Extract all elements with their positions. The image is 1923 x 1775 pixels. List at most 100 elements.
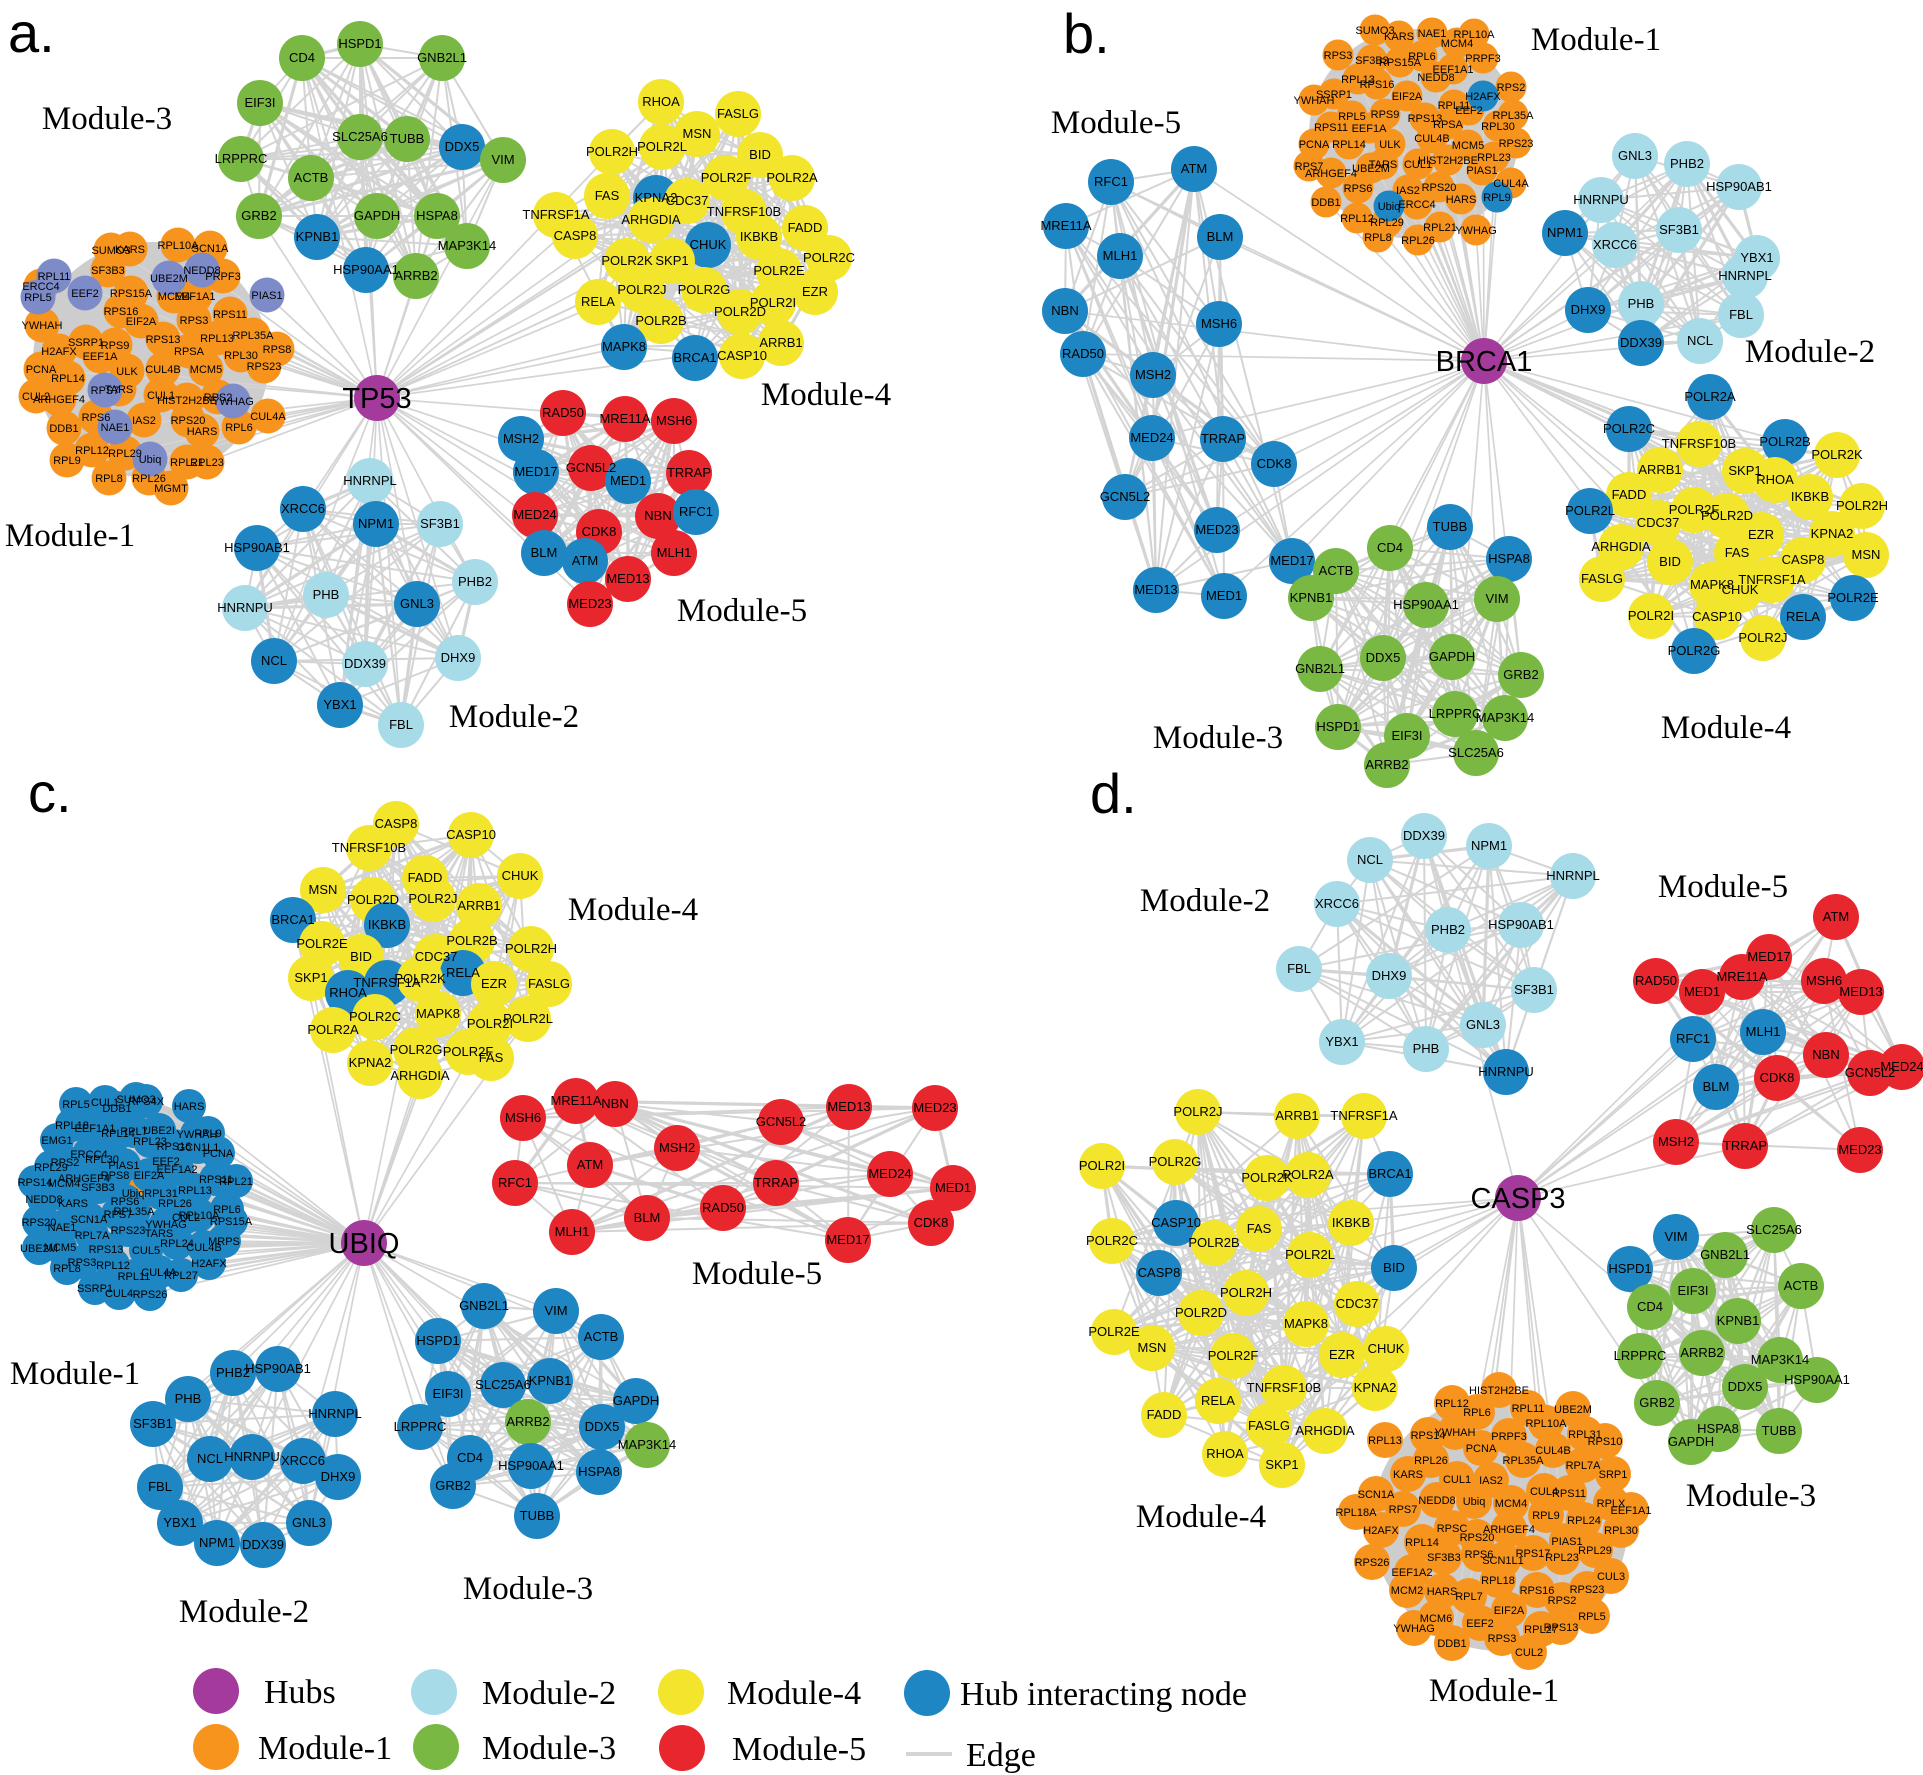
svg-text:TRRAP: TRRAP xyxy=(1723,1138,1767,1153)
svg-text:MSH2: MSH2 xyxy=(659,1140,695,1155)
svg-text:POLR2F: POLR2F xyxy=(1669,502,1720,517)
svg-text:SCN1L1: SCN1L1 xyxy=(1482,1555,1524,1567)
svg-text:MED17: MED17 xyxy=(1270,553,1313,568)
svg-text:TUBB: TUBB xyxy=(1433,519,1468,534)
svg-text:CUL1: CUL1 xyxy=(91,1097,119,1109)
svg-text:CHUK: CHUK xyxy=(502,868,539,883)
svg-text:POLR2D: POLR2D xyxy=(1175,1305,1227,1320)
svg-text:GNL3: GNL3 xyxy=(1466,1017,1500,1032)
svg-text:RPL18A: RPL18A xyxy=(1336,1507,1378,1519)
svg-text:RPL14: RPL14 xyxy=(101,1128,135,1140)
svg-text:GAPDH: GAPDH xyxy=(1429,649,1475,664)
svg-text:PIAS1: PIAS1 xyxy=(1466,165,1497,177)
svg-text:FBL: FBL xyxy=(148,1479,172,1494)
svg-text:RPL26: RPL26 xyxy=(1401,235,1435,247)
svg-text:ARRB2: ARRB2 xyxy=(1680,1345,1723,1360)
svg-text:RPS2: RPS2 xyxy=(204,392,233,404)
svg-text:NCL: NCL xyxy=(1357,852,1383,867)
svg-text:RPS14: RPS14 xyxy=(1411,1430,1446,1442)
svg-text:SLC25A6: SLC25A6 xyxy=(1746,1222,1802,1237)
svg-text:CHUK: CHUK xyxy=(1722,582,1759,597)
svg-text:HARS: HARS xyxy=(174,1101,205,1113)
svg-text:RPL23: RPL23 xyxy=(133,1136,167,1148)
svg-text:DDX39: DDX39 xyxy=(344,656,386,671)
svg-text:TARS: TARS xyxy=(145,1228,174,1240)
svg-text:CASP8: CASP8 xyxy=(554,228,597,243)
svg-text:YBX1: YBX1 xyxy=(1325,1034,1358,1049)
svg-text:TNFRSF10B: TNFRSF10B xyxy=(1247,1380,1321,1395)
svg-text:MRPS: MRPS xyxy=(208,1236,240,1248)
svg-text:HNRNPU: HNRNPU xyxy=(1478,1064,1534,1079)
svg-text:POLR2C: POLR2C xyxy=(1086,1233,1138,1248)
svg-text:MCM4: MCM4 xyxy=(158,291,190,303)
svg-text:MCM6: MCM6 xyxy=(1420,1613,1452,1625)
svg-text:GNB2L1: GNB2L1 xyxy=(417,50,467,65)
svg-text:TRRAP: TRRAP xyxy=(754,1175,798,1190)
svg-text:RHOA: RHOA xyxy=(1206,1446,1244,1461)
svg-text:YBX1: YBX1 xyxy=(1740,250,1773,265)
svg-text:ULK: ULK xyxy=(1379,139,1401,151)
svg-text:RPL30: RPL30 xyxy=(1604,1525,1638,1537)
svg-text:RPS16: RPS16 xyxy=(104,306,139,318)
svg-text:CASP10: CASP10 xyxy=(717,348,767,363)
svg-text:c.: c. xyxy=(28,761,72,824)
svg-text:SSRP1: SSRP1 xyxy=(68,337,104,349)
svg-text:EEF1A1: EEF1A1 xyxy=(1433,64,1474,76)
svg-text:RPL6: RPL6 xyxy=(213,1204,241,1216)
svg-text:EZR: EZR xyxy=(1748,527,1774,542)
svg-text:RFC1: RFC1 xyxy=(1094,174,1128,189)
svg-text:RPS2: RPS2 xyxy=(1548,1595,1577,1607)
svg-text:MCM2: MCM2 xyxy=(1391,1585,1423,1597)
svg-text:XRCC6: XRCC6 xyxy=(281,1453,325,1468)
svg-text:HSPA8: HSPA8 xyxy=(1488,551,1530,566)
svg-text:RPL6: RPL6 xyxy=(1463,1407,1491,1419)
svg-text:POLR2B: POLR2B xyxy=(635,313,686,328)
svg-text:POLR2G: POLR2G xyxy=(1149,1154,1202,1169)
svg-text:FBL: FBL xyxy=(389,717,413,732)
svg-text:RPL13: RPL13 xyxy=(1368,1435,1402,1447)
svg-text:SLC25A6: SLC25A6 xyxy=(332,129,388,144)
svg-text:RPS8: RPS8 xyxy=(263,344,292,356)
svg-text:POLR2F: POLR2F xyxy=(1208,1348,1259,1363)
svg-text:Module-4: Module-4 xyxy=(568,892,698,928)
svg-text:FAS: FAS xyxy=(1247,1221,1272,1236)
svg-text:MED24: MED24 xyxy=(513,507,556,522)
svg-text:KARS: KARS xyxy=(1384,31,1414,43)
svg-text:RPL6: RPL6 xyxy=(1408,51,1436,63)
svg-text:KPNB1: KPNB1 xyxy=(529,1373,572,1388)
svg-text:POLR2K: POLR2K xyxy=(394,971,446,986)
svg-text:TARS: TARS xyxy=(1369,159,1398,171)
svg-text:MSH6: MSH6 xyxy=(656,413,692,428)
svg-text:MED24: MED24 xyxy=(868,1166,911,1181)
svg-text:TNFRSF1A: TNFRSF1A xyxy=(1738,572,1806,587)
svg-text:LRPPRC: LRPPRC xyxy=(1614,1348,1667,1363)
svg-text:EIF2A: EIF2A xyxy=(134,1170,165,1182)
svg-text:RPS9: RPS9 xyxy=(101,340,130,352)
svg-text:PRPF3: PRPF3 xyxy=(1491,1431,1526,1443)
svg-text:NCL: NCL xyxy=(261,653,287,668)
svg-text:MSH6: MSH6 xyxy=(1806,973,1842,988)
svg-text:DDX5: DDX5 xyxy=(585,1419,620,1434)
svg-text:CDK8: CDK8 xyxy=(582,524,617,539)
svg-text:Module-3: Module-3 xyxy=(1153,720,1283,756)
svg-text:EIF3I: EIF3I xyxy=(1391,728,1422,743)
svg-text:HARS: HARS xyxy=(1446,194,1477,206)
svg-text:HNRNPU: HNRNPU xyxy=(1573,192,1629,207)
svg-text:RAD50: RAD50 xyxy=(702,1200,744,1215)
svg-text:YWHAG: YWHAG xyxy=(1455,225,1497,237)
svg-text:ATM: ATM xyxy=(577,1157,603,1172)
svg-text:RPS16: RPS16 xyxy=(1520,1585,1555,1597)
svg-text:RPL31: RPL31 xyxy=(144,1188,178,1200)
svg-text:MED13: MED13 xyxy=(1134,582,1177,597)
svg-text:SCN1A: SCN1A xyxy=(71,1214,108,1226)
svg-text:RPS20: RPS20 xyxy=(1422,182,1457,194)
svg-text:CHUK: CHUK xyxy=(690,237,727,252)
svg-text:POLR2F: POLR2F xyxy=(701,170,752,185)
svg-text:UBIQ: UBIQ xyxy=(329,1228,400,1260)
svg-text:RPS10: RPS10 xyxy=(1588,1436,1623,1448)
svg-text:RPL10A: RPL10A xyxy=(1526,1418,1568,1430)
svg-text:FASLG: FASLG xyxy=(1248,1418,1290,1433)
svg-text:Hubs: Hubs xyxy=(264,1674,336,1711)
svg-text:RPS16: RPS16 xyxy=(157,1141,192,1153)
svg-text:POLR2F: POLR2F xyxy=(443,1044,494,1059)
